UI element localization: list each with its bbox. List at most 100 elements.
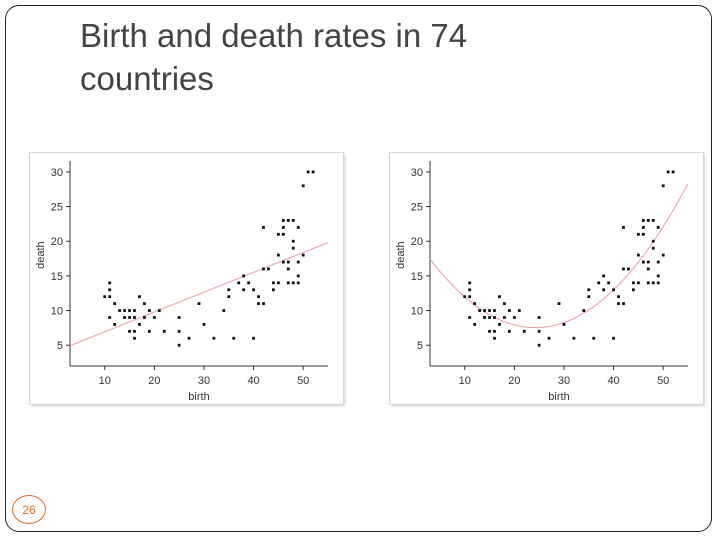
y-axis-label: death	[395, 241, 407, 269]
quadratic-fit-curve	[429, 183, 689, 329]
data-point	[311, 170, 315, 174]
y-tick-label: 5	[57, 340, 63, 352]
data-point	[143, 302, 146, 306]
data-point	[133, 316, 136, 319]
data-point	[646, 281, 650, 285]
data-point	[123, 316, 126, 319]
data-point	[483, 316, 486, 319]
data-point	[281, 225, 285, 229]
y-tick-label: 10	[51, 306, 63, 318]
data-point	[152, 316, 156, 319]
y-tick-label: 15	[51, 271, 63, 283]
data-point	[617, 302, 620, 306]
data-point	[252, 336, 255, 340]
data-point	[488, 309, 491, 312]
data-point	[187, 336, 191, 340]
data-point	[133, 336, 136, 340]
data-point	[547, 336, 551, 340]
data-point	[557, 302, 561, 306]
x-tick-label: 30	[558, 375, 570, 387]
data-point	[671, 170, 675, 174]
data-point	[493, 309, 496, 312]
data-point	[301, 253, 305, 257]
data-point	[468, 316, 472, 319]
x-tick-label: 10	[99, 375, 111, 387]
data-point	[617, 295, 620, 299]
data-point	[276, 232, 280, 236]
data-point	[602, 288, 606, 292]
data-point	[286, 260, 290, 264]
data-point	[651, 219, 655, 222]
data-point	[108, 295, 112, 299]
data-point	[656, 274, 660, 278]
data-point	[646, 260, 650, 264]
data-point	[143, 316, 146, 319]
y-tick-label: 25	[411, 202, 423, 214]
data-point	[656, 225, 660, 229]
data-point	[291, 219, 295, 222]
data-point	[622, 267, 625, 271]
data-point	[177, 343, 181, 347]
data-point	[503, 316, 506, 319]
y-tick-label: 15	[411, 271, 423, 283]
x-tick-label: 20	[148, 375, 160, 387]
data-point	[147, 309, 151, 312]
data-point	[646, 219, 650, 222]
data-point	[301, 184, 305, 188]
data-point	[147, 329, 151, 333]
y-tick-label: 5	[417, 340, 423, 352]
data-point	[562, 323, 566, 326]
data-point	[296, 225, 300, 229]
data-point	[291, 246, 295, 250]
data-point	[537, 329, 541, 333]
data-point	[252, 288, 255, 292]
data-point	[646, 267, 650, 271]
linear-fit-plot-svg: 5 10 15 20 25 30 10 20 30 40 50 birth death	[35, 161, 329, 403]
data-point	[128, 309, 131, 312]
data-point	[597, 281, 601, 285]
data-point	[473, 302, 477, 306]
data-point	[656, 281, 660, 285]
data-point	[128, 316, 131, 319]
data-point	[488, 329, 491, 333]
data-point	[651, 281, 655, 285]
x-tick-label: 30	[198, 375, 210, 387]
data-point	[281, 260, 285, 264]
data-point	[522, 329, 526, 333]
data-point	[468, 295, 472, 299]
data-point	[537, 343, 541, 347]
data-point	[636, 232, 640, 236]
data-point	[587, 295, 591, 299]
data-point	[291, 239, 295, 243]
data-point	[592, 336, 596, 340]
data-point	[478, 309, 482, 312]
data-point	[157, 309, 161, 312]
data-point	[622, 225, 625, 229]
data-point	[493, 329, 496, 333]
data-point	[512, 316, 516, 319]
data-point	[498, 323, 501, 326]
data-point	[281, 232, 285, 236]
data-point	[468, 281, 472, 285]
data-point	[262, 267, 265, 271]
data-point	[138, 295, 141, 299]
data-point	[113, 323, 117, 326]
data-point	[272, 281, 275, 285]
data-point	[227, 295, 231, 299]
data-point	[587, 288, 591, 292]
data-point	[306, 170, 310, 174]
data-point	[666, 170, 670, 174]
x-tick-label: 10	[459, 375, 471, 387]
data-point	[177, 329, 181, 333]
linear-fit-line	[69, 242, 329, 347]
data-point	[242, 288, 246, 292]
x-tick-label: 50	[297, 375, 309, 387]
data-point	[641, 232, 645, 236]
y-axis-label: death	[35, 241, 47, 269]
data-point	[632, 288, 635, 292]
data-point	[651, 246, 655, 250]
data-point	[607, 281, 611, 285]
data-point	[582, 309, 586, 312]
slide-title: Birth and death rates in 74 countries	[80, 17, 468, 97]
data-point	[627, 267, 630, 271]
